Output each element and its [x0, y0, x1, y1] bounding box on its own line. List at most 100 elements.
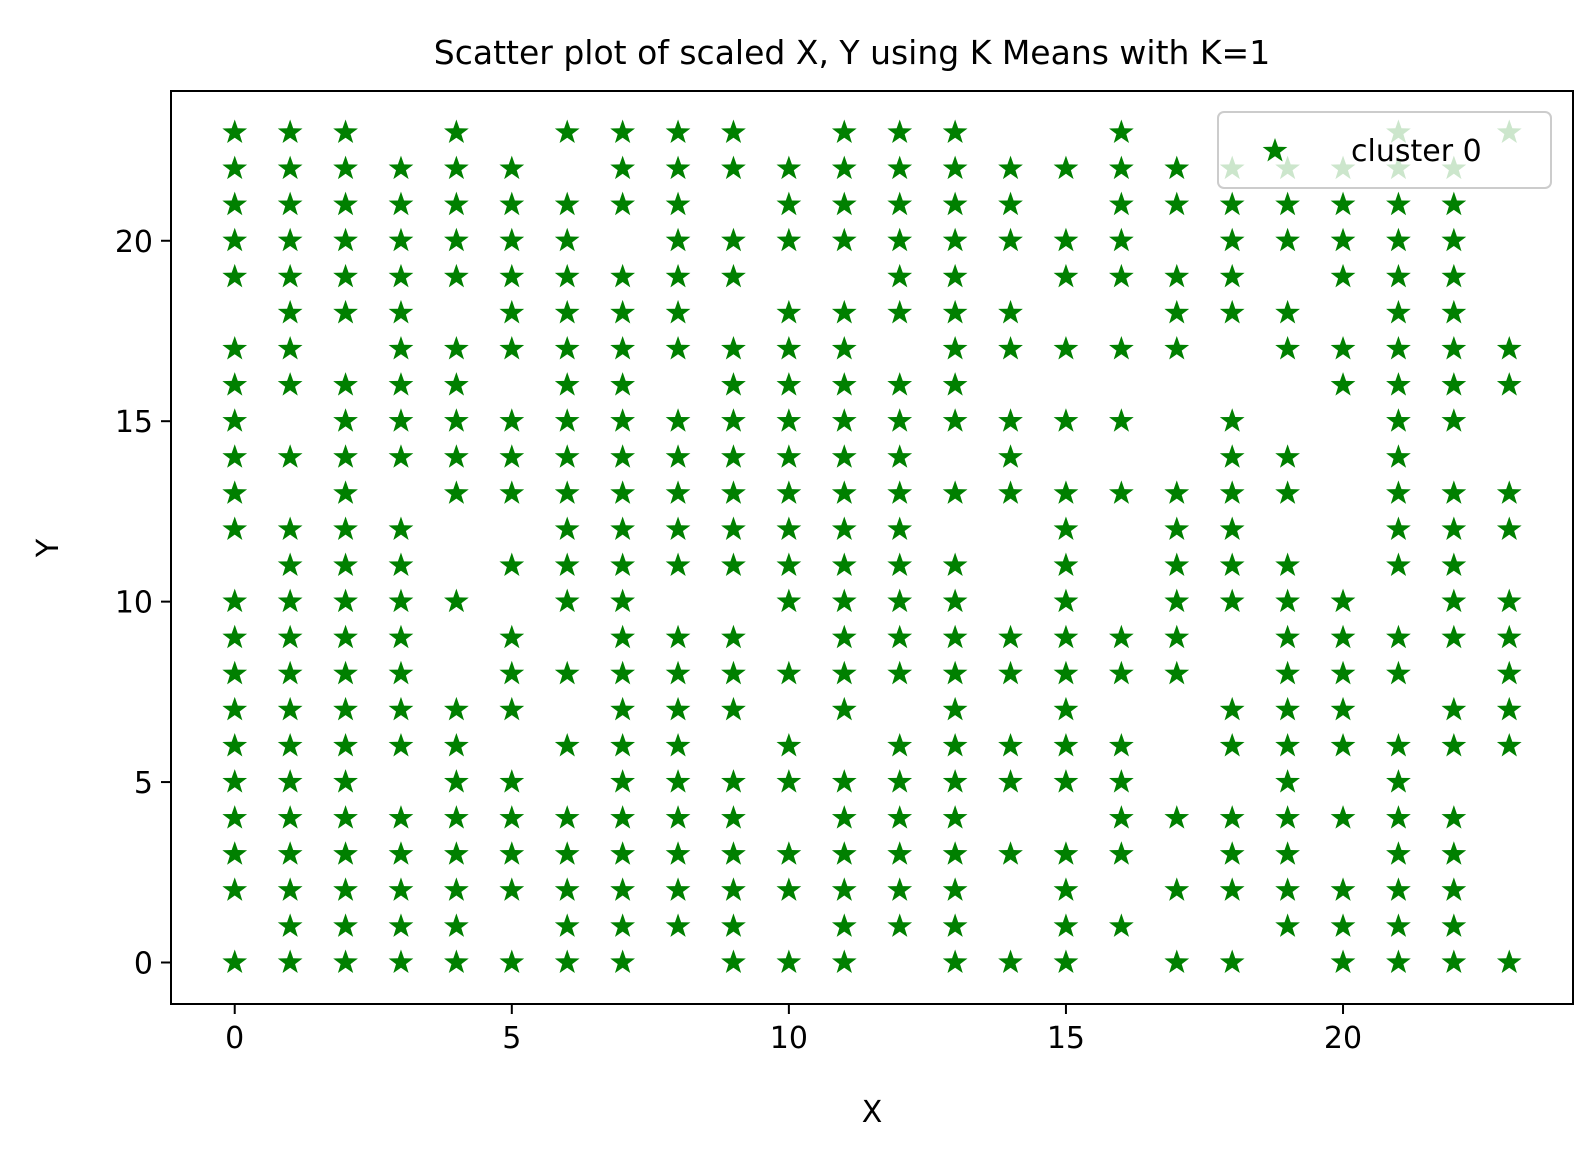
data-point	[831, 299, 857, 324]
data-point	[277, 624, 303, 649]
data-point	[831, 913, 857, 937]
data-point	[1164, 191, 1190, 216]
data-point	[1441, 263, 1467, 288]
data-point	[1330, 696, 1356, 721]
data-point	[665, 155, 691, 180]
data-point	[942, 408, 968, 432]
data-point	[222, 336, 248, 360]
data-point	[1219, 552, 1245, 577]
x-axis-label: X	[862, 1095, 883, 1130]
data-point	[1275, 227, 1300, 252]
data-point	[388, 227, 414, 252]
data-point	[277, 336, 303, 360]
data-point	[998, 191, 1023, 216]
data-point	[665, 841, 691, 865]
data-point	[831, 516, 857, 540]
data-point	[333, 805, 358, 829]
data-point	[1053, 588, 1079, 613]
data-point	[1330, 913, 1356, 937]
y-tick-label: 15	[115, 405, 153, 440]
data-point	[1496, 624, 1522, 649]
data-point	[1275, 336, 1300, 360]
data-point	[1441, 480, 1467, 504]
data-point	[1219, 263, 1245, 288]
data-point	[388, 841, 414, 865]
data-point	[1219, 805, 1245, 829]
data-point	[222, 732, 248, 757]
data-point	[831, 805, 857, 829]
data-point	[665, 299, 691, 324]
data-point	[388, 408, 414, 432]
data-point	[610, 588, 635, 613]
data-point	[1496, 949, 1522, 974]
data-point	[665, 552, 691, 577]
data-point	[942, 949, 968, 974]
data-point	[1053, 769, 1079, 793]
data-point	[499, 191, 525, 216]
data-point	[222, 444, 248, 468]
data-point	[721, 805, 746, 829]
data-point	[887, 191, 913, 216]
data-point	[610, 660, 635, 685]
data-point	[277, 949, 303, 974]
data-point	[665, 480, 691, 504]
data-point	[333, 227, 358, 252]
data-point	[499, 155, 525, 180]
data-point	[1275, 480, 1300, 504]
data-point	[499, 408, 525, 432]
data-point	[1053, 552, 1079, 577]
data-point	[776, 336, 802, 360]
data-point	[1441, 696, 1467, 721]
legend-star-marker	[1262, 138, 1288, 162]
data-point	[831, 444, 857, 468]
data-point	[887, 769, 913, 793]
y-axis: 0 5 10 15 20	[115, 225, 171, 982]
data-point	[610, 552, 635, 577]
data-point	[1275, 805, 1300, 829]
data-point	[942, 588, 968, 613]
data-point	[942, 732, 968, 757]
data-point	[1441, 516, 1467, 540]
data-point	[887, 119, 913, 144]
data-point	[887, 227, 913, 252]
data-point	[1275, 588, 1300, 613]
data-point	[665, 516, 691, 540]
data-point	[831, 480, 857, 504]
data-point	[776, 516, 802, 540]
data-point	[1496, 372, 1522, 396]
data-point	[1275, 913, 1300, 937]
data-point	[998, 660, 1023, 685]
data-point	[1441, 191, 1467, 216]
data-point	[333, 913, 358, 937]
data-point	[721, 949, 746, 974]
data-point	[721, 408, 746, 432]
data-point	[831, 660, 857, 685]
data-point	[388, 552, 414, 577]
data-point	[444, 841, 469, 865]
data-point	[1164, 263, 1190, 288]
data-point	[721, 336, 746, 360]
data-point	[665, 769, 691, 793]
data-point	[499, 552, 525, 577]
data-point	[1109, 191, 1134, 216]
data-point	[942, 372, 968, 396]
data-point	[1164, 877, 1190, 901]
data-point	[887, 299, 913, 324]
data-point	[776, 227, 802, 252]
data-point	[1441, 299, 1467, 324]
data-point	[942, 119, 968, 144]
data-point	[1219, 191, 1245, 216]
legend-label: cluster 0	[1351, 134, 1482, 169]
data-point	[998, 155, 1023, 180]
data-point	[942, 913, 968, 937]
chart-title: Scatter plot of scaled X, Y using K Mean…	[434, 33, 1270, 72]
data-point	[333, 732, 358, 757]
data-point	[1109, 624, 1134, 649]
data-point	[776, 444, 802, 468]
data-point	[499, 949, 525, 974]
data-point	[277, 155, 303, 180]
data-point	[1219, 480, 1245, 504]
data-point	[444, 769, 469, 793]
data-point	[610, 949, 635, 974]
